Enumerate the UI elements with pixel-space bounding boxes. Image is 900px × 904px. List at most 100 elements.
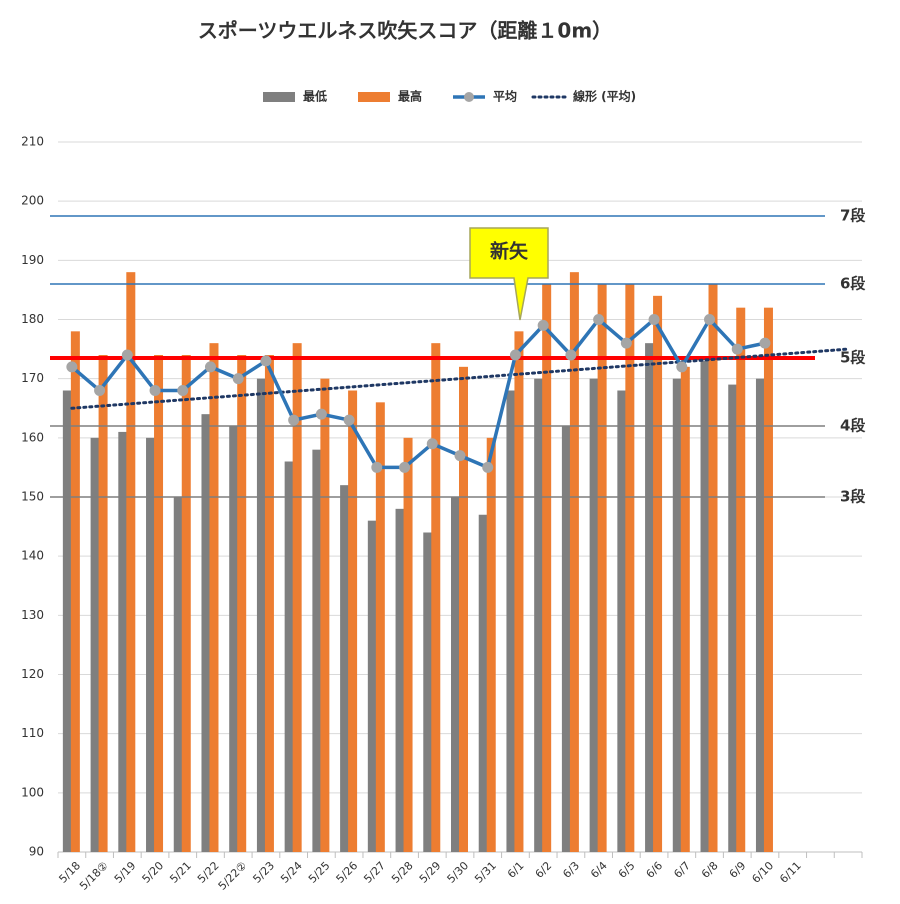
marker bbox=[426, 438, 438, 450]
bar bbox=[312, 449, 322, 852]
marker bbox=[399, 461, 411, 473]
callout bbox=[469, 227, 549, 321]
x-tick-label: 5/21 bbox=[167, 859, 194, 886]
annotation: 新矢 bbox=[490, 240, 529, 263]
marker bbox=[232, 373, 244, 385]
marker bbox=[593, 314, 605, 325]
bar bbox=[423, 532, 433, 852]
x-tick-label: 6/2 bbox=[533, 859, 555, 881]
x-tick-label: 6/4 bbox=[588, 859, 610, 881]
x-tick-label: 6/7 bbox=[671, 859, 693, 881]
reference-label: 5段 bbox=[840, 348, 865, 366]
y-tick-label: 90 bbox=[29, 845, 44, 859]
x-tick-label: 6/11 bbox=[777, 859, 804, 886]
bar bbox=[173, 497, 183, 852]
x-tick-label: 6/5 bbox=[616, 859, 638, 881]
reference-label: 3段 bbox=[840, 488, 865, 506]
bar bbox=[708, 284, 718, 852]
legend-swatch bbox=[358, 92, 390, 102]
bar bbox=[403, 437, 413, 852]
x-tick-label: 5/31 bbox=[472, 859, 499, 886]
bar bbox=[478, 514, 488, 852]
marker bbox=[704, 314, 716, 325]
bar bbox=[284, 461, 294, 852]
bar bbox=[645, 343, 655, 852]
bar bbox=[506, 390, 516, 852]
bar bbox=[431, 343, 441, 852]
x-tick-label: 6/10 bbox=[749, 859, 776, 886]
bar bbox=[755, 378, 765, 852]
x-tick-label: 5/20 bbox=[140, 859, 167, 886]
bar bbox=[597, 284, 607, 852]
bar bbox=[237, 355, 247, 852]
y-tick-label: 150 bbox=[21, 490, 44, 504]
bar bbox=[201, 414, 211, 852]
bar bbox=[459, 366, 468, 852]
reference-label: 7段 bbox=[840, 206, 865, 224]
bar bbox=[375, 402, 385, 852]
x-tick-label: 5/22② bbox=[216, 859, 250, 893]
bar bbox=[589, 378, 599, 852]
x-tick-label: 5/30 bbox=[445, 859, 472, 886]
y-tick-label: 190 bbox=[21, 253, 44, 267]
bar bbox=[181, 355, 191, 852]
bar bbox=[62, 390, 72, 852]
bar bbox=[653, 295, 663, 852]
bar bbox=[118, 431, 128, 852]
x-tick-label: 5/24 bbox=[278, 859, 305, 886]
marker bbox=[66, 361, 78, 373]
marker bbox=[121, 349, 133, 361]
x-tick-label: 5/27 bbox=[361, 859, 388, 886]
bar bbox=[625, 284, 635, 852]
y-tick-label: 170 bbox=[21, 371, 44, 385]
x-tick-label: 6/8 bbox=[699, 859, 721, 881]
x-tick-label: 5/23 bbox=[250, 859, 277, 886]
y-tick-label: 140 bbox=[21, 549, 44, 563]
marker bbox=[509, 349, 521, 361]
marker bbox=[482, 461, 494, 473]
legend-label: 最高 bbox=[398, 89, 422, 104]
marker bbox=[315, 408, 327, 420]
marker bbox=[260, 355, 272, 367]
marker bbox=[177, 385, 189, 396]
bar bbox=[209, 343, 219, 852]
bar bbox=[569, 272, 579, 853]
bar bbox=[146, 437, 156, 852]
x-tick-label: 6/9 bbox=[727, 859, 749, 881]
x-tick-label: 6/6 bbox=[644, 859, 666, 881]
marker bbox=[288, 414, 300, 426]
reference-label: 6段 bbox=[840, 275, 865, 293]
bar bbox=[292, 343, 302, 852]
line bbox=[70, 316, 766, 470]
bar bbox=[534, 378, 544, 852]
bar bbox=[700, 360, 710, 852]
y-tick-label: 100 bbox=[21, 785, 44, 799]
marker bbox=[648, 314, 660, 325]
chart-title: スポーツウエルネス吹矢スコア（距離１0m） bbox=[198, 19, 612, 43]
bar bbox=[395, 508, 405, 852]
bar bbox=[367, 520, 377, 852]
bar bbox=[672, 378, 682, 852]
x-tick-label: 5/18② bbox=[77, 859, 111, 893]
bar bbox=[256, 378, 266, 852]
y-tick-label: 210 bbox=[21, 135, 44, 149]
bar bbox=[561, 426, 571, 852]
y-tick-label: 130 bbox=[21, 608, 44, 622]
bar bbox=[617, 390, 627, 852]
x-tick-label: 5/19 bbox=[112, 859, 139, 886]
bar bbox=[340, 485, 350, 852]
legend-swatch bbox=[263, 92, 295, 102]
y-tick-label: 110 bbox=[21, 726, 44, 740]
bar bbox=[229, 426, 239, 852]
marker bbox=[204, 361, 216, 373]
bar bbox=[90, 437, 100, 852]
legend-label: 最低 bbox=[303, 89, 327, 104]
bar bbox=[736, 307, 746, 853]
marker bbox=[343, 414, 355, 426]
trend-line bbox=[70, 347, 850, 410]
bar bbox=[514, 331, 524, 852]
marker bbox=[537, 319, 549, 331]
y-tick-label: 160 bbox=[21, 430, 44, 444]
marker bbox=[454, 450, 466, 462]
